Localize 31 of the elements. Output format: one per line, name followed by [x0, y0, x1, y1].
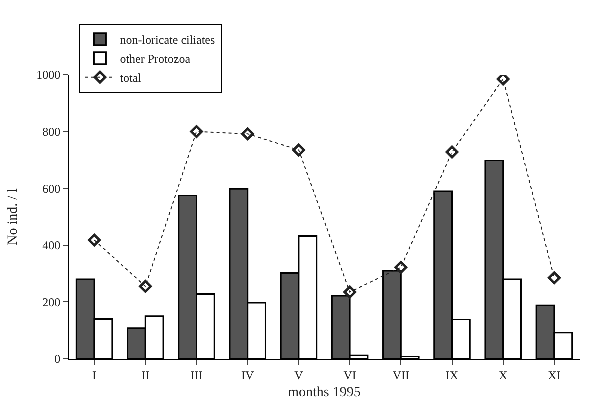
- point: [446, 146, 459, 159]
- y-tick-label: 1000: [36, 68, 61, 82]
- x-tick-label: II: [142, 368, 150, 382]
- x-tick-label: IV: [242, 368, 255, 382]
- x-axis-title: months 1995: [288, 386, 361, 401]
- legend-label: total: [120, 71, 142, 86]
- point: [241, 128, 254, 141]
- x-tick-label: III: [190, 368, 203, 382]
- point: [344, 286, 356, 299]
- point: [496, 75, 510, 86]
- x-tick-label: IX: [446, 368, 459, 382]
- y-tick-label: 0: [54, 352, 61, 366]
- point: [139, 280, 152, 294]
- y-tick-label: 400: [42, 238, 61, 253]
- x-tick-label: VII: [392, 368, 410, 382]
- legend-label: other Protozoa: [120, 52, 192, 66]
- y-tick-label: 200: [42, 295, 61, 310]
- y-tick-label: 600: [42, 182, 61, 196]
- point: [292, 144, 306, 157]
- y-tick-label: 800: [42, 125, 61, 139]
- y-axis-title: No ind. / l: [6, 188, 22, 246]
- x-tick-label: XI: [548, 368, 561, 382]
- x-tick-label: X: [499, 368, 508, 382]
- point: [548, 272, 561, 285]
- legend-label: non-loricate ciliates: [120, 33, 216, 48]
- x-tick-label: VI: [344, 368, 356, 382]
- point: [190, 125, 204, 138]
- point: [88, 234, 101, 247]
- point: [394, 261, 408, 274]
- x-tick-label: I: [92, 368, 97, 382]
- x-tick-label: V: [294, 368, 304, 382]
